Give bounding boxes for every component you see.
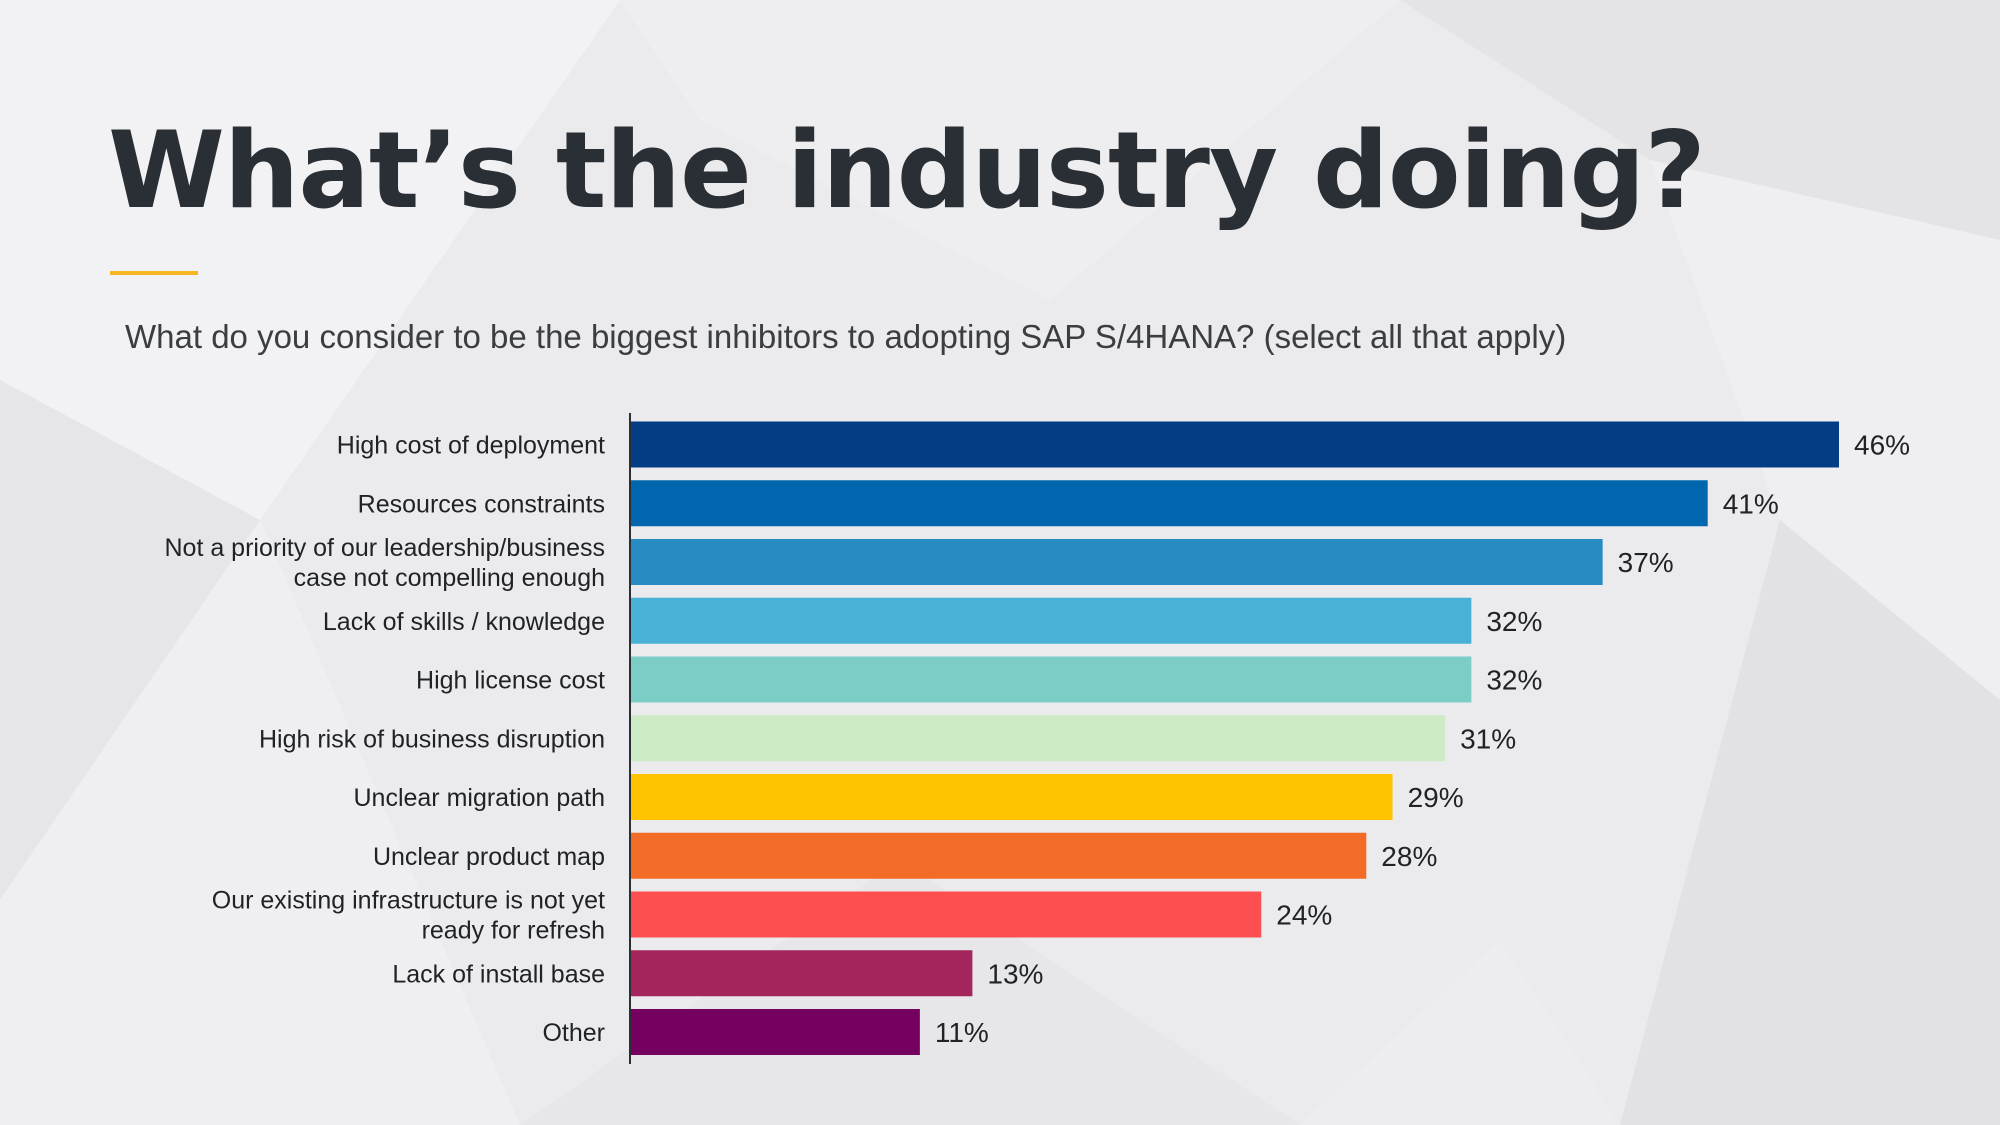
page-title: What’s the industry doing? (108, 109, 1706, 232)
category-label: High cost of deployment (337, 432, 605, 460)
category-label: Our existing infrastructure is not yet (212, 887, 605, 915)
bar-value-label: 11% (935, 1017, 989, 1048)
bar-value-label: 13% (987, 958, 1043, 989)
category-label: Lack of skills / knowledge (323, 608, 605, 636)
bar (631, 656, 1472, 703)
chart-subtitle: What do you consider to be the biggest i… (125, 318, 1567, 355)
category-label: Unclear product map (373, 843, 605, 871)
category-label: Other (542, 1019, 605, 1047)
bar-value-label: 31% (1460, 723, 1516, 754)
bar (631, 539, 1603, 585)
category-label: Unclear migration path (353, 784, 605, 812)
bar-value-label: 24% (1276, 900, 1332, 931)
category-label: Resources constraints (358, 490, 605, 518)
bar-value-label: 37% (1618, 547, 1674, 578)
category-label: High license cost (416, 667, 605, 695)
bar-value-label: 46% (1854, 430, 1910, 461)
category-label: Lack of install base (392, 960, 605, 988)
category-label: case not compelling enough (294, 564, 605, 592)
bar (631, 891, 1262, 938)
bar (631, 597, 1472, 644)
bar-value-label: 28% (1381, 841, 1437, 872)
bar (631, 832, 1367, 879)
category-label: High risk of business disruption (259, 725, 605, 753)
bar (631, 774, 1393, 820)
bar (631, 421, 1839, 468)
bar-value-label: 41% (1723, 488, 1779, 519)
bar-value-label: 32% (1486, 606, 1542, 637)
bar (631, 950, 973, 997)
bar (631, 715, 1446, 762)
bar (631, 1009, 920, 1055)
category-label: Not a priority of our leadership/busines… (164, 534, 605, 562)
title-accent-line (110, 271, 198, 275)
bar-value-label: 32% (1486, 665, 1542, 696)
bar (631, 480, 1708, 527)
bar-value-label: 29% (1408, 782, 1464, 813)
category-label: ready for refresh (422, 917, 605, 945)
